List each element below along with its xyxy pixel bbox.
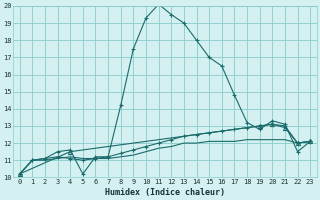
X-axis label: Humidex (Indice chaleur): Humidex (Indice chaleur) [105, 188, 225, 197]
